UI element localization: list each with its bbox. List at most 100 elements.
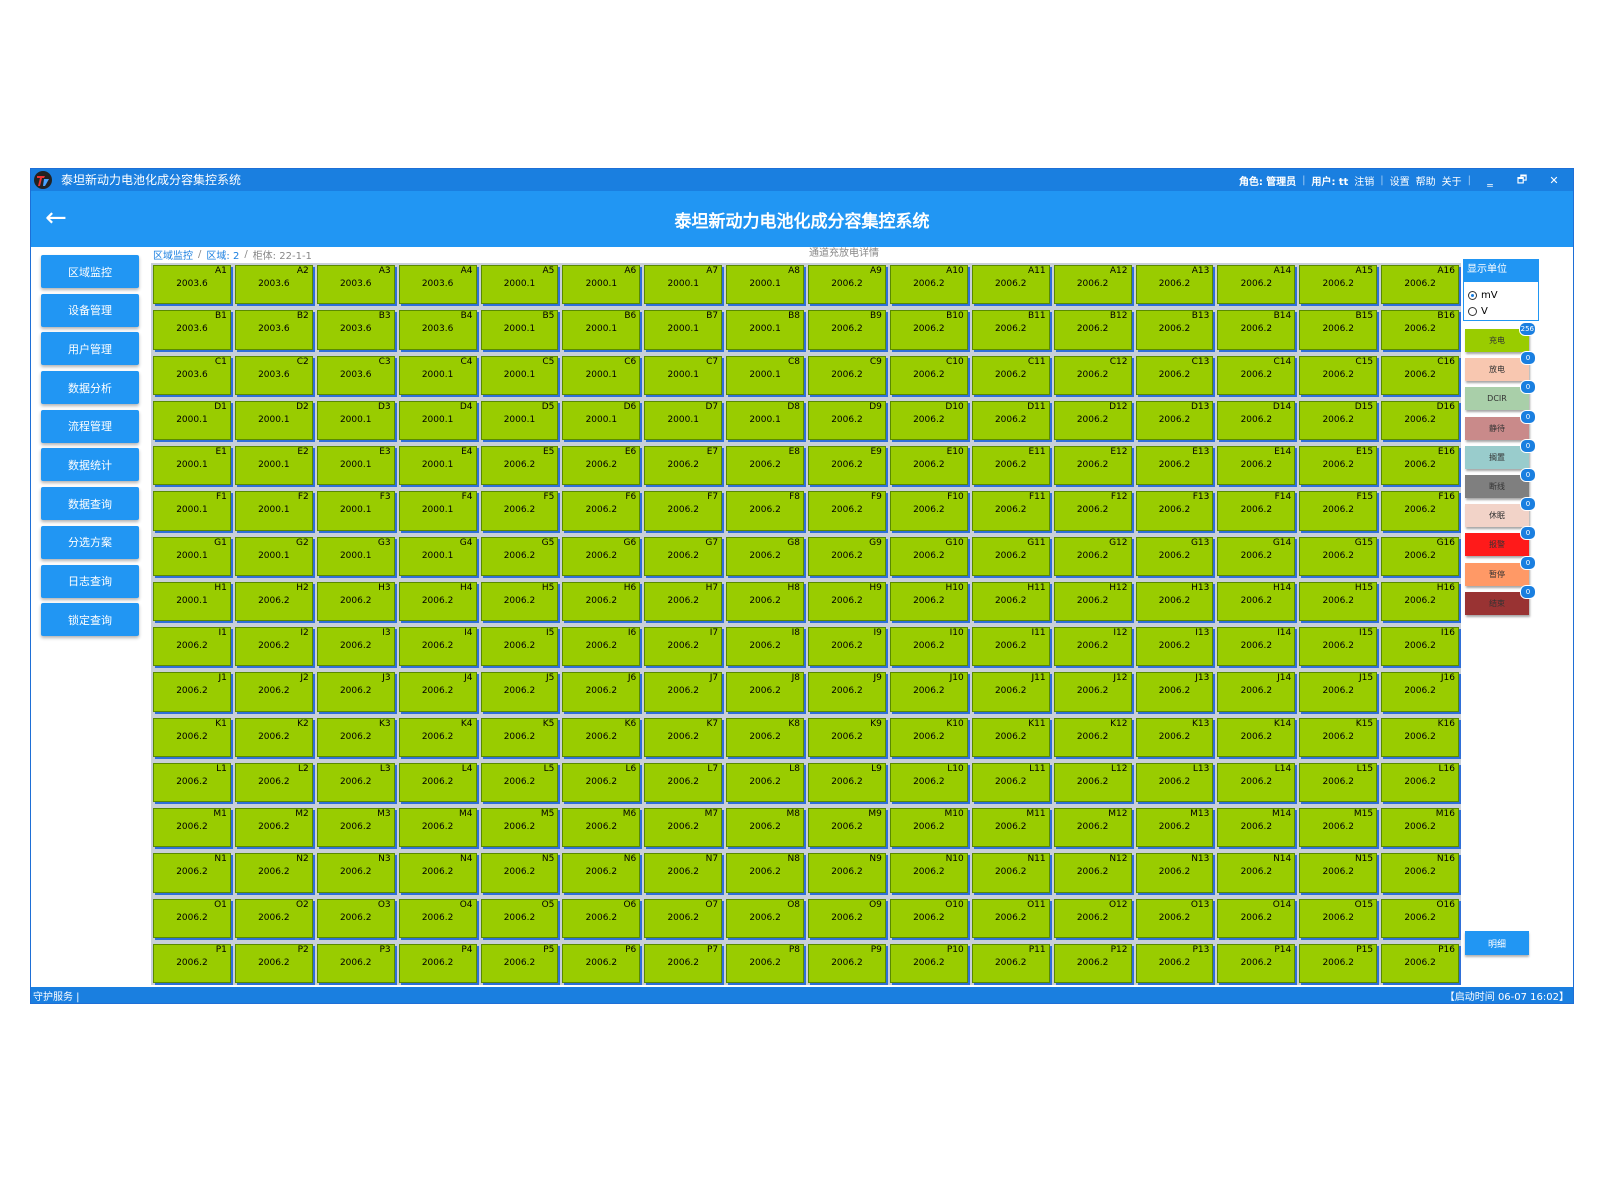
channel-cell[interactable]: E3 2000.1 [316, 446, 395, 486]
channel-cell[interactable]: L11 2006.2 [971, 762, 1050, 802]
channel-cell[interactable]: G8 2006.2 [726, 536, 804, 576]
channel-cell[interactable]: E13 2006.2 [1135, 446, 1214, 486]
channel-cell[interactable]: I16 2006.2 [1381, 627, 1459, 667]
channel-cell[interactable]: B16 2006.2 [1381, 310, 1459, 350]
channel-cell[interactable]: O3 2006.2 [316, 898, 395, 938]
channel-cell[interactable]: C10 2006.2 [889, 355, 968, 395]
channel-cell[interactable]: B11 2006.2 [971, 310, 1050, 350]
channel-cell[interactable]: I6 2006.2 [562, 627, 641, 667]
channel-cell[interactable]: B15 2006.2 [1299, 310, 1378, 350]
channel-cell[interactable]: H14 2006.2 [1217, 581, 1296, 621]
channel-cell[interactable]: E4 2000.1 [398, 446, 477, 486]
channel-cell[interactable]: J14 2006.2 [1217, 672, 1296, 712]
channel-cell[interactable]: H6 2006.2 [562, 581, 641, 621]
channel-cell[interactable]: E9 2006.2 [808, 446, 886, 486]
channel-cell[interactable]: C13 2006.2 [1135, 355, 1214, 395]
legend-status-4[interactable]: 搁置 0 [1465, 438, 1536, 469]
channel-cell[interactable]: N8 2006.2 [726, 853, 804, 893]
back-arrow-icon[interactable]: ← [45, 203, 67, 233]
channel-cell[interactable]: C2 2003.6 [234, 355, 313, 395]
channel-cell[interactable]: A8 2000.1 [726, 265, 804, 305]
channel-cell[interactable]: J4 2006.2 [398, 672, 477, 712]
channel-cell[interactable]: F1 2000.1 [153, 491, 231, 531]
channel-cell[interactable]: I7 2006.2 [644, 627, 723, 667]
channel-cell[interactable]: K7 2006.2 [644, 717, 723, 757]
channel-cell[interactable]: D10 2006.2 [889, 400, 968, 440]
channel-cell[interactable]: G13 2006.2 [1135, 536, 1214, 576]
channel-cell[interactable]: B10 2006.2 [889, 310, 968, 350]
restore-icon[interactable]: 🗗 [1516, 172, 1528, 186]
legend-status-3[interactable]: 静待 0 [1465, 409, 1536, 440]
channel-cell[interactable]: N12 2006.2 [1053, 853, 1132, 893]
channel-cell[interactable]: H3 2006.2 [316, 581, 395, 621]
channel-cell[interactable]: I2 2006.2 [234, 627, 313, 667]
channel-cell[interactable]: J6 2006.2 [562, 672, 641, 712]
channel-cell[interactable]: G10 2006.2 [889, 536, 968, 576]
channel-cell[interactable]: P14 2006.2 [1217, 943, 1296, 983]
channel-cell[interactable]: O14 2006.2 [1217, 898, 1296, 938]
channel-cell[interactable]: C14 2006.2 [1217, 355, 1296, 395]
channel-cell[interactable]: E5 2006.2 [480, 446, 559, 486]
channel-cell[interactable]: G7 2006.2 [644, 536, 723, 576]
channel-cell[interactable]: P15 2006.2 [1299, 943, 1378, 983]
channel-cell[interactable]: O6 2006.2 [562, 898, 641, 938]
channel-cell[interactable]: F4 2000.1 [398, 491, 477, 531]
channel-cell[interactable]: K14 2006.2 [1217, 717, 1296, 757]
channel-cell[interactable]: D4 2000.1 [398, 400, 477, 440]
channel-cell[interactable]: N7 2006.2 [644, 853, 723, 893]
channel-cell[interactable]: L8 2006.2 [726, 762, 804, 802]
channel-cell[interactable]: K11 2006.2 [971, 717, 1050, 757]
channel-cell[interactable]: M11 2006.2 [971, 808, 1050, 848]
channel-cell[interactable]: G15 2006.2 [1299, 536, 1378, 576]
channel-cell[interactable]: A4 2003.6 [398, 265, 477, 305]
channel-cell[interactable]: K10 2006.2 [889, 717, 968, 757]
channel-cell[interactable]: P9 2006.2 [808, 943, 886, 983]
channel-cell[interactable]: O10 2006.2 [889, 898, 968, 938]
channel-cell[interactable]: P5 2006.2 [480, 943, 559, 983]
channel-cell[interactable]: I11 2006.2 [971, 627, 1050, 667]
channel-cell[interactable]: L9 2006.2 [808, 762, 886, 802]
channel-cell[interactable]: G14 2006.2 [1217, 536, 1296, 576]
channel-cell[interactable]: N1 2006.2 [153, 853, 231, 893]
channel-cell[interactable]: I10 2006.2 [889, 627, 968, 667]
channel-cell[interactable]: F7 2006.2 [644, 491, 723, 531]
channel-cell[interactable]: E1 2000.1 [153, 446, 231, 486]
channel-cell[interactable]: D12 2006.2 [1053, 400, 1132, 440]
channel-cell[interactable]: B2 2003.6 [234, 310, 313, 350]
channel-cell[interactable]: J3 2006.2 [316, 672, 395, 712]
channel-cell[interactable]: C1 2003.6 [153, 355, 231, 395]
sidebar-item-log-query[interactable]: 日志查询 [41, 564, 139, 598]
channel-cell[interactable]: B1 2003.6 [153, 310, 231, 350]
sidebar-item-data-query[interactable]: 数据查询 [41, 487, 139, 521]
channel-cell[interactable]: A13 2006.2 [1135, 265, 1214, 305]
channel-cell[interactable]: N6 2006.2 [562, 853, 641, 893]
channel-cell[interactable]: A1 2003.6 [153, 265, 231, 305]
channel-cell[interactable]: D6 2000.1 [562, 400, 641, 440]
logout-link[interactable]: 注销 [1354, 176, 1375, 188]
channel-cell[interactable]: G12 2006.2 [1053, 536, 1132, 576]
channel-cell[interactable]: G16 2006.2 [1381, 536, 1459, 576]
channel-cell[interactable]: D15 2006.2 [1299, 400, 1378, 440]
channel-cell[interactable]: B5 2000.1 [480, 310, 559, 350]
sidebar-item-data-analysis[interactable]: 数据分析 [41, 371, 139, 405]
channel-cell[interactable]: D9 2006.2 [808, 400, 886, 440]
channel-cell[interactable]: F2 2000.1 [234, 491, 313, 531]
unit-radio-v[interactable]: V [1468, 303, 1534, 319]
channel-cell[interactable]: H12 2006.2 [1053, 581, 1132, 621]
channel-cell[interactable]: J16 2006.2 [1381, 672, 1459, 712]
sidebar-item-user-management[interactable]: 用户管理 [41, 332, 139, 366]
channel-cell[interactable]: D14 2006.2 [1217, 400, 1296, 440]
channel-cell[interactable]: F5 2006.2 [480, 491, 559, 531]
channel-cell[interactable]: A5 2000.1 [480, 265, 559, 305]
channel-cell[interactable]: O12 2006.2 [1053, 898, 1132, 938]
channel-cell[interactable]: D13 2006.2 [1135, 400, 1214, 440]
channel-cell[interactable]: P8 2006.2 [726, 943, 804, 983]
channel-cell[interactable]: I15 2006.2 [1299, 627, 1378, 667]
channel-cell[interactable]: B12 2006.2 [1053, 310, 1132, 350]
channel-cell[interactable]: P10 2006.2 [889, 943, 968, 983]
channel-cell[interactable]: H8 2006.2 [726, 581, 804, 621]
legend-status-1[interactable]: 放电 0 [1465, 351, 1536, 382]
channel-cell[interactable]: D2 2000.1 [234, 400, 313, 440]
channel-cell[interactable]: K2 2006.2 [234, 717, 313, 757]
help-link[interactable]: 帮助 [1415, 176, 1436, 188]
